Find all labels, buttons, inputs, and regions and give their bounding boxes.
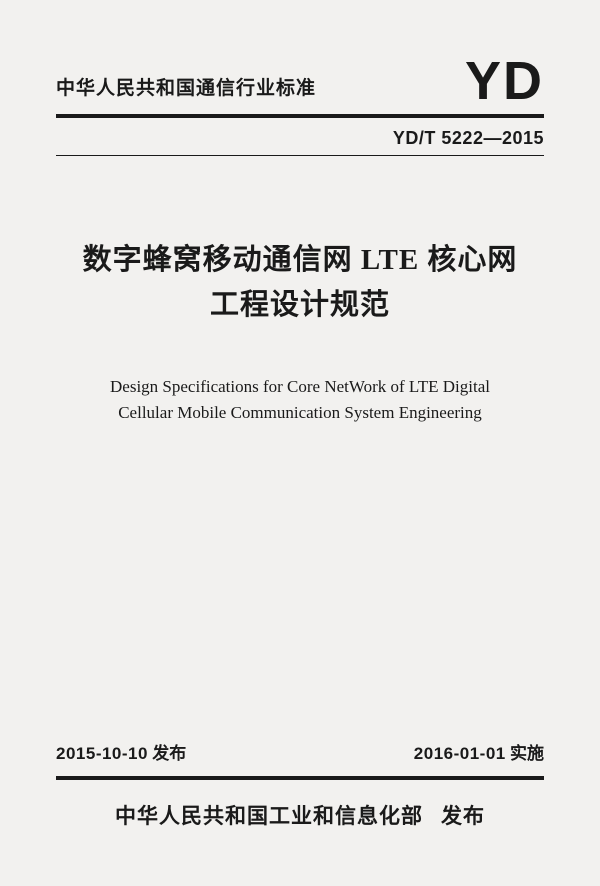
issue-label: 发布 xyxy=(152,744,186,763)
org-standard-label: 中华人民共和国通信行业标准 xyxy=(56,73,316,108)
header-row: 中华人民共和国通信行业标准 YD xyxy=(56,54,544,108)
title-en-line2: Cellular Mobile Communication System Eng… xyxy=(68,400,532,426)
publisher-line: 中华人民共和国工业和信息化部发布 xyxy=(0,800,600,830)
title-en-line1: Design Specifications for Core NetWork o… xyxy=(68,374,532,400)
publisher-org: 中华人民共和国工业和信息化部 xyxy=(115,804,423,828)
title-english: Design Specifications for Core NetWork o… xyxy=(56,374,544,427)
dates-row: 2015-10-10 发布 2016-01-01 实施 xyxy=(56,739,544,764)
title-chinese: 数字蜂窝移动通信网 LTE 核心网 工程设计规范 xyxy=(56,238,544,328)
effective-date: 2016-01-01 xyxy=(414,744,506,763)
issue-date: 2015-10-10 xyxy=(56,744,148,763)
title-cn-line1: 数字蜂窝移动通信网 LTE 核心网 xyxy=(56,238,544,283)
title-block: 数字蜂窝移动通信网 LTE 核心网 工程设计规范 Design Specific… xyxy=(56,238,544,427)
title-cn-line2: 工程设计规范 xyxy=(56,283,544,328)
publisher-action: 发布 xyxy=(441,804,485,828)
effective-label: 实施 xyxy=(510,744,544,763)
standard-code: YD/T 5222—2015 xyxy=(56,128,544,149)
issue-date-block: 2015-10-10 发布 xyxy=(56,739,186,764)
header-rule-thin xyxy=(56,155,544,156)
effective-date-block: 2016-01-01 实施 xyxy=(414,739,544,764)
header-rule-thick xyxy=(56,114,544,118)
standard-logo: YD xyxy=(465,54,544,108)
footer-rule xyxy=(56,776,544,780)
